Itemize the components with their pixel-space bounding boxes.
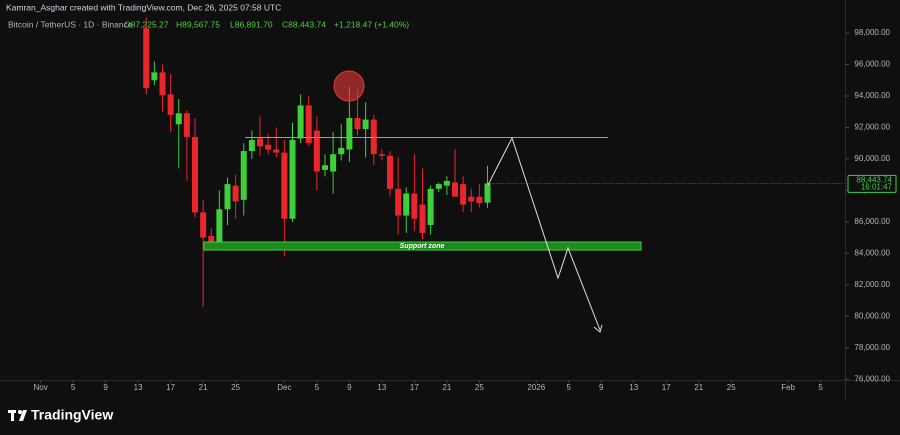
candle-body: [403, 193, 410, 216]
candle-body: [354, 118, 361, 130]
candle-body: [289, 140, 296, 219]
x-tick-label: 25: [475, 383, 484, 392]
candle-body: [460, 184, 467, 205]
rejection-circle: [333, 70, 365, 102]
y-tick-label: 84,000.00: [854, 248, 890, 257]
candle-body: [411, 193, 418, 219]
candle-body: [143, 28, 150, 89]
candle-body: [346, 118, 353, 150]
x-tick-label: 5: [315, 383, 320, 392]
y-tick-label: 80,000.00: [854, 311, 890, 320]
x-tick-label: 25: [231, 383, 240, 392]
symbol-title: Bitcoin / TetherUS · 1D · Binance: [8, 19, 133, 29]
x-tick-label: Nov: [34, 383, 48, 392]
candle-body: [216, 209, 223, 243]
candle-body: [395, 188, 402, 216]
x-tick-label: 9: [103, 383, 108, 392]
x-tick-label: 17: [662, 383, 671, 392]
candle-body: [175, 113, 182, 125]
x-tick-label: 25: [727, 383, 736, 392]
candle-body: [248, 140, 255, 152]
x-tick-label: 13: [377, 383, 386, 392]
x-tick-label: 9: [599, 383, 604, 392]
y-tick-label: 90,000.00: [854, 154, 890, 163]
y-tick-label: 98,000.00: [854, 28, 890, 37]
projection-arrowhead: [593, 324, 603, 333]
candle-body: [224, 184, 231, 210]
candle-body: [476, 196, 483, 203]
x-tick-label: 5: [818, 383, 823, 392]
creator-note: Kamran_Asghar created with TradingView.c…: [6, 2, 281, 12]
candle-body: [313, 130, 320, 172]
ohlc-open: O87,225.27: [124, 19, 169, 29]
x-tick-label: 13: [134, 383, 143, 392]
candle-body: [387, 155, 393, 189]
y-tick-label: 92,000.00: [854, 123, 890, 132]
y-tick-label: 82,000.00: [854, 280, 890, 289]
candle-body: [159, 72, 166, 96]
candle-body: [305, 105, 312, 144]
x-tick-label: 17: [166, 383, 175, 392]
x-tick-label: Dec: [277, 383, 291, 392]
support-zone-label: Support zone: [400, 243, 445, 250]
brand-name: TradingView: [31, 407, 113, 423]
y-tick-label: 86,000.00: [854, 217, 890, 226]
x-tick-label: Feb: [781, 383, 795, 392]
candle-body: [208, 236, 215, 243]
x-tick-label: 17: [410, 383, 419, 392]
candle-body: [200, 212, 207, 238]
x-tick-label: 5: [567, 383, 572, 392]
candle-body: [232, 185, 239, 202]
candle-body: [468, 196, 475, 202]
support-zone: [203, 241, 642, 251]
candle-body: [443, 180, 450, 186]
x-tick-label: 21: [694, 383, 703, 392]
candle-body: [378, 154, 385, 156]
candle-body: [427, 188, 434, 226]
candle-body: [484, 183, 491, 203]
brand-logo: [8, 410, 27, 421]
y-tick-label: 76,000.00: [854, 374, 890, 383]
candle-body: [330, 154, 337, 172]
x-tick-label: 13: [629, 383, 638, 392]
candle-body: [151, 72, 158, 81]
candle-body: [183, 113, 190, 137]
candle-body: [167, 94, 174, 115]
ohlc-high: H89,567.75: [176, 19, 220, 29]
x-tick-label: 21: [199, 383, 208, 392]
candle-body: [338, 147, 345, 155]
candle-body: [297, 105, 304, 139]
ohlc-close: C88,443.74: [282, 19, 326, 29]
y-tick-label: 78,000.00: [854, 343, 890, 352]
countdown-label: 16:01:47: [861, 183, 893, 192]
y-tick-label: 94,000.00: [854, 91, 890, 100]
ohlc-low: L86,891.70: [230, 19, 273, 29]
candle-body: [257, 138, 263, 147]
x-tick-label: 9: [347, 383, 352, 392]
x-tick-label: 5: [71, 383, 76, 392]
candle-body: [240, 151, 247, 200]
candle-body: [370, 119, 377, 155]
x-tick-label: 21: [442, 383, 451, 392]
y-tick-label: 96,000.00: [854, 60, 890, 69]
candle-body: [192, 136, 198, 213]
last-price-badge: [847, 174, 897, 193]
candle-body: [281, 152, 288, 219]
candle-body: [273, 149, 280, 153]
last-price-label: 88,443.74: [856, 176, 892, 185]
candle-body: [419, 204, 426, 233]
projection-path: [487, 136, 601, 331]
candle-body: [322, 165, 328, 170]
candle-body: [435, 184, 442, 189]
candle-body: [265, 144, 272, 150]
candle-body: [362, 119, 369, 130]
candle-body: [452, 182, 458, 197]
x-tick-label: 2026: [527, 383, 545, 392]
ohlc-change: +1,218.47 (+1.40%): [334, 19, 409, 29]
